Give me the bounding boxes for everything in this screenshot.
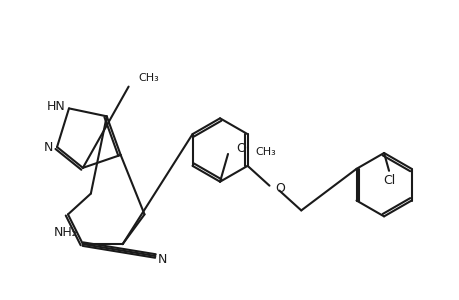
Text: CH₃: CH₃ xyxy=(138,73,159,83)
Text: O: O xyxy=(275,182,285,195)
Text: O: O xyxy=(235,142,245,154)
Text: HN: HN xyxy=(46,100,65,113)
Text: N: N xyxy=(157,254,167,266)
Text: NH₂: NH₂ xyxy=(54,226,78,239)
Text: Cl: Cl xyxy=(382,174,394,187)
Text: N: N xyxy=(44,140,53,154)
Text: CH₃: CH₃ xyxy=(255,147,276,157)
